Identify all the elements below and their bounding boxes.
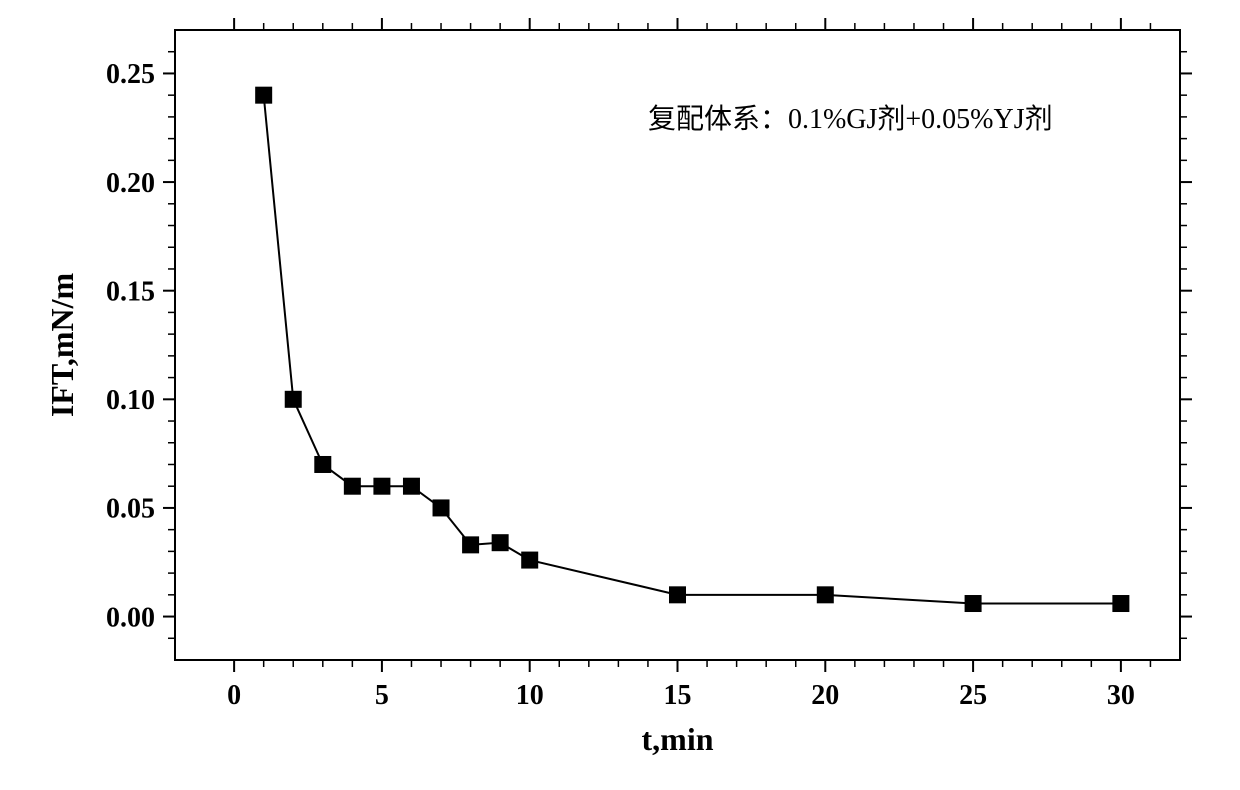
x-axis-label: t,min — [642, 721, 714, 757]
data-marker — [315, 456, 331, 472]
y-tick-label: 0.15 — [106, 276, 155, 307]
y-axis-label: IFT,mN/m — [44, 273, 80, 418]
data-marker — [1113, 596, 1129, 612]
data-marker — [463, 537, 479, 553]
x-tick-label: 25 — [959, 680, 987, 711]
x-tick-label: 0 — [227, 680, 241, 711]
y-tick-label: 0.00 — [106, 602, 155, 633]
data-marker — [433, 500, 449, 516]
data-marker — [374, 478, 390, 494]
y-tick-label: 0.25 — [106, 59, 155, 90]
data-marker — [522, 552, 538, 568]
x-tick-label: 30 — [1107, 680, 1135, 711]
x-tick-label: 10 — [516, 680, 544, 711]
y-tick-label: 0.10 — [106, 385, 155, 416]
x-tick-label: 5 — [375, 680, 389, 711]
y-tick-label: 0.20 — [106, 168, 155, 199]
x-tick-label: 15 — [664, 680, 692, 711]
data-marker — [344, 478, 360, 494]
data-marker — [403, 478, 419, 494]
y-tick-label: 0.05 — [106, 494, 155, 525]
data-marker — [285, 391, 301, 407]
x-tick-label: 20 — [811, 680, 839, 711]
data-marker — [492, 535, 508, 551]
ift-chart: 0 5 10 15 20 25 30 0.00 0.05 0.10 0.15 0.20 0.25 t,mi… — [0, 0, 1240, 790]
chart-annotation: 复配体系：0.1%GJ剂+0.05%YJ剂 — [648, 103, 1053, 135]
chart-container: 0 5 10 15 20 25 30 0.00 0.05 0.10 0.15 0.20 0.25 t,mi… — [0, 0, 1240, 790]
data-marker — [670, 587, 686, 603]
data-marker — [256, 87, 272, 103]
data-marker — [965, 596, 981, 612]
data-marker — [817, 587, 833, 603]
